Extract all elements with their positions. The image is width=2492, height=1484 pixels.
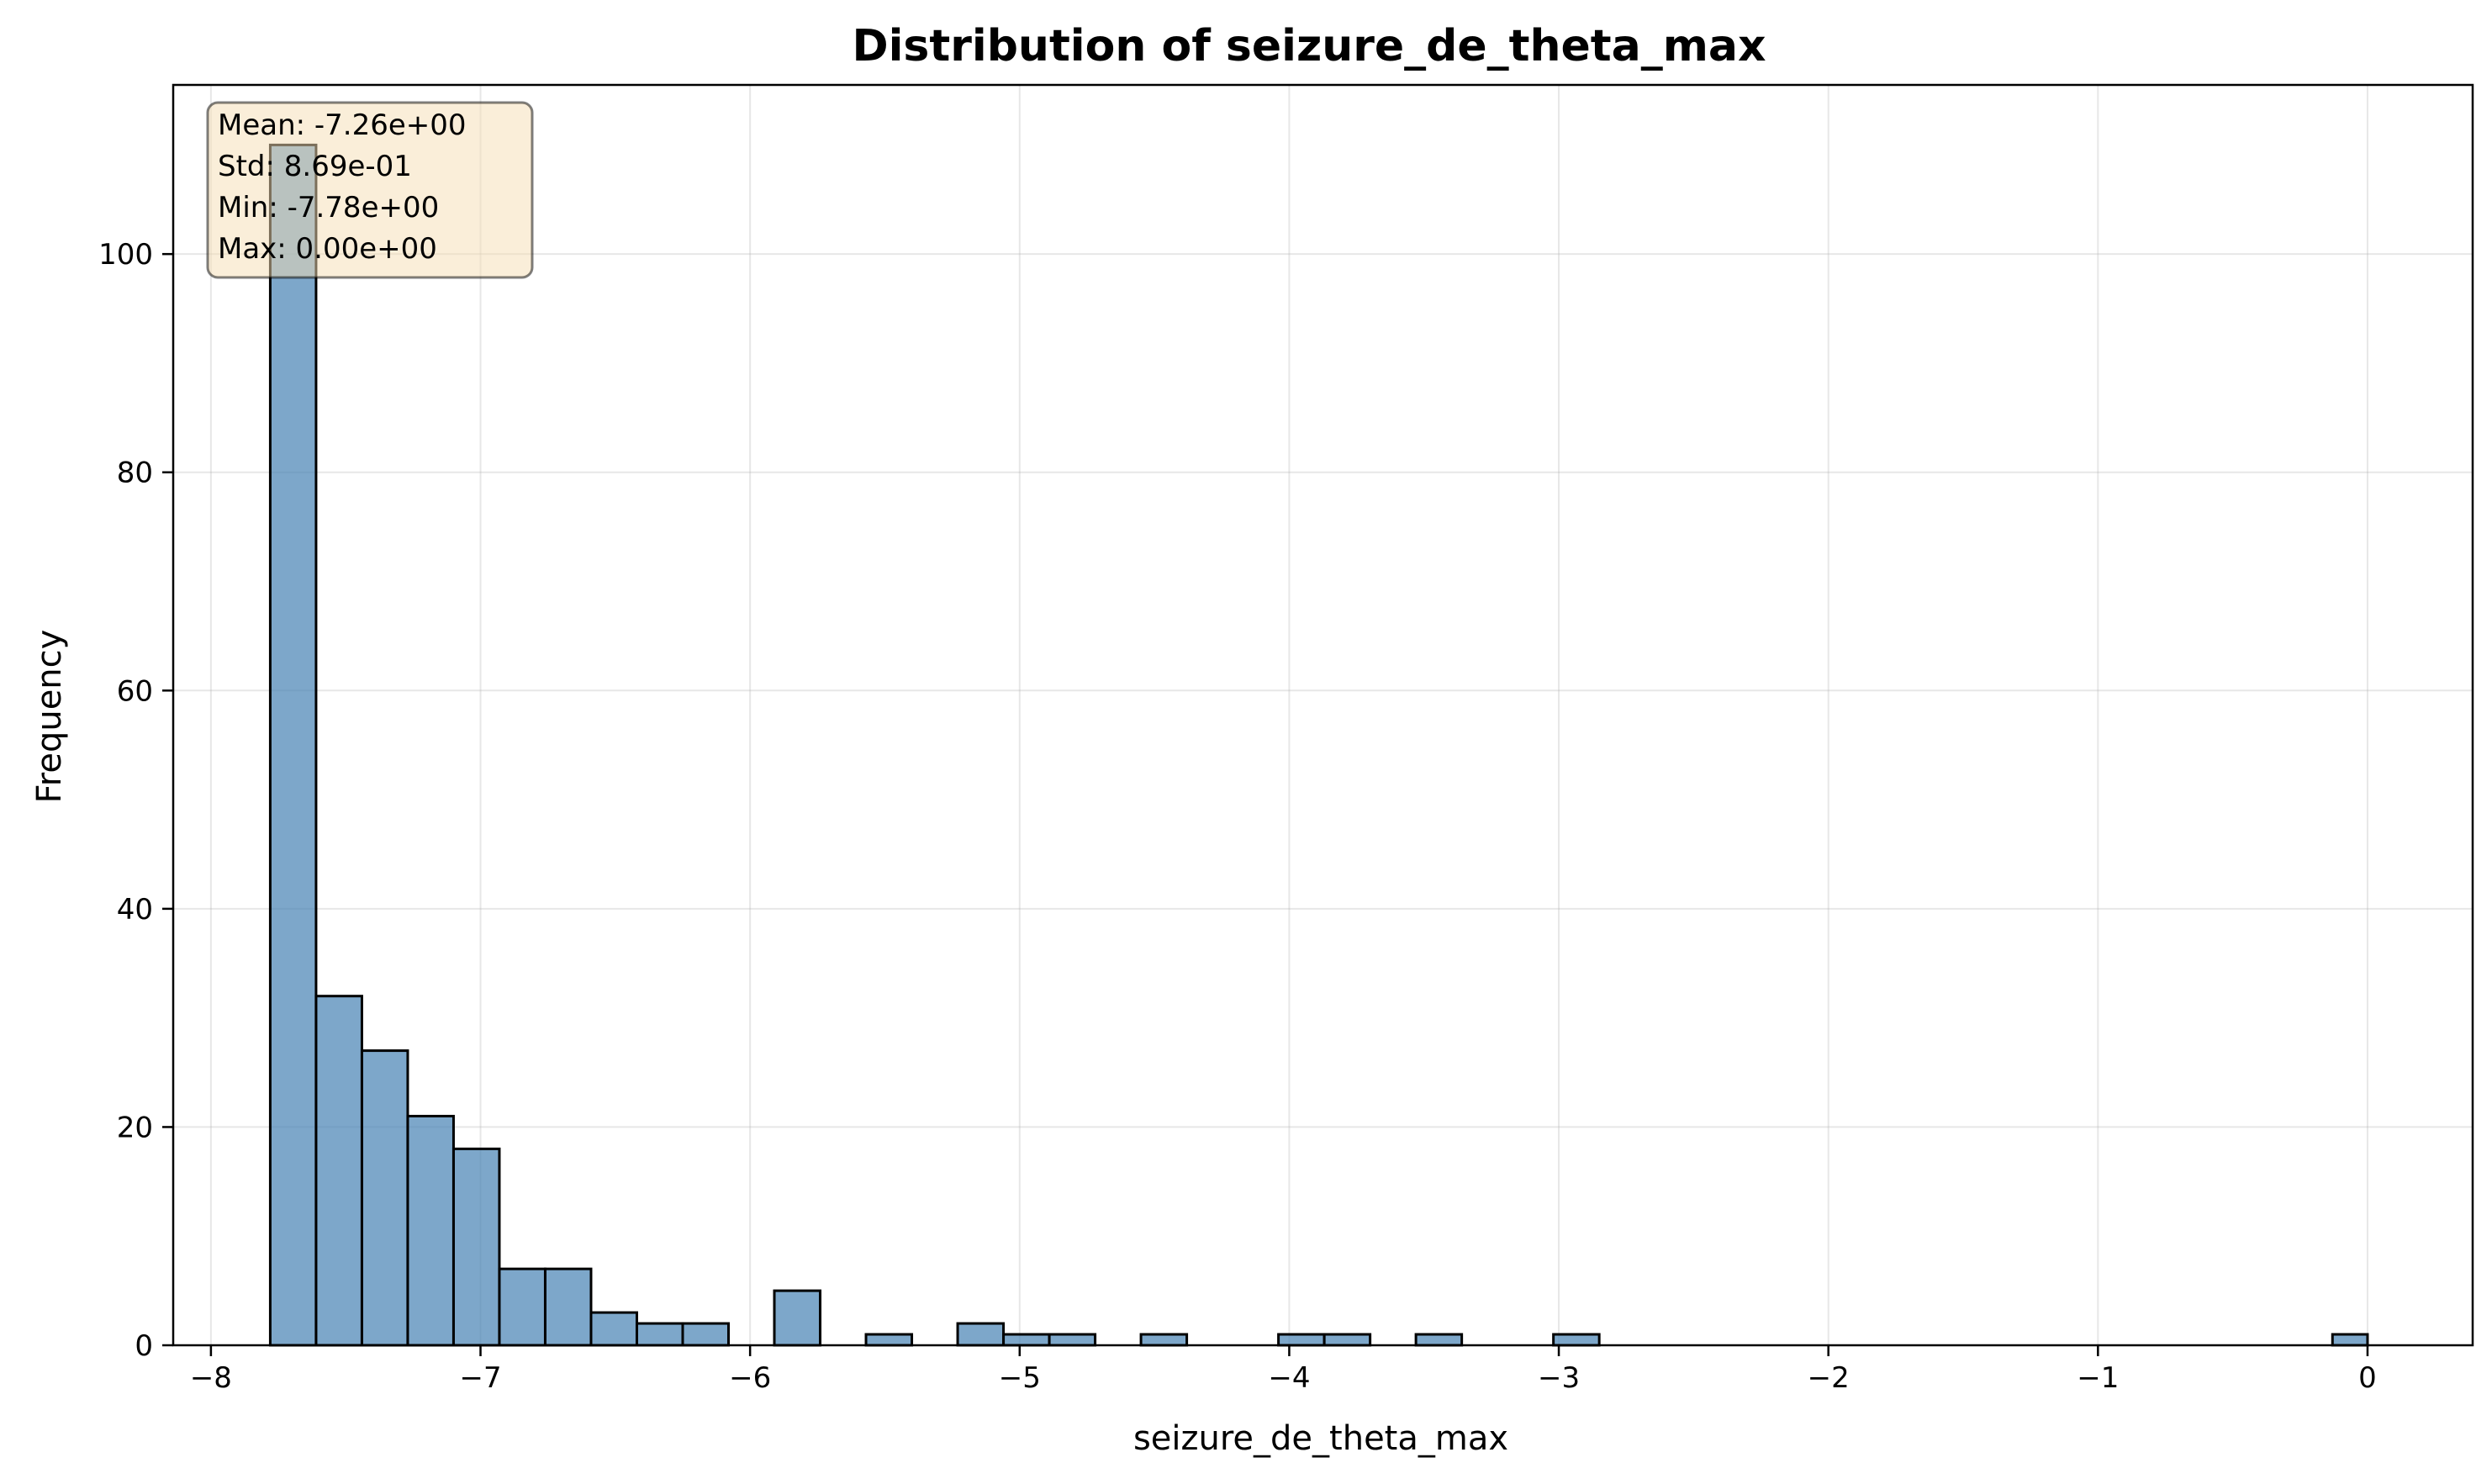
histogram-bar [1323,1333,1372,1347]
x-tick-label: −1 [2077,1361,2119,1395]
stats-box: Mean: -7.26e+00 Std: 8.69e-01 Min: -7.78… [206,101,534,279]
histogram-bar [1048,1333,1097,1347]
x-axis-label: seizure_de_theta_max [1133,1419,1508,1458]
y-tick-label: 40 [117,893,153,927]
histogram-bar [498,1267,546,1347]
histogram-bar [864,1333,914,1347]
stats-box-background [206,101,534,279]
x-tick-label: 0 [2358,1361,2377,1395]
histogram-bar [314,995,363,1347]
histogram-bar [406,1114,455,1347]
histogram-bar [1552,1333,1601,1347]
x-tick-label: −8 [190,1361,232,1395]
histogram-bar [1002,1333,1051,1347]
y-tick-label: 100 [98,238,153,272]
plot-frame [172,83,2474,1347]
stats-min: Min: -7.78e+00 [218,191,439,224]
histogram-bar [635,1322,684,1347]
histogram-bar [1277,1333,1326,1347]
histogram-bar [1414,1333,1464,1347]
histogram-bar [268,143,318,1347]
chart-title: Distribution of seizure_de_theta_max [852,21,1766,71]
x-tick-label: −5 [999,1361,1041,1395]
histogram-bar [589,1311,638,1347]
y-tick-label: 0 [135,1329,153,1363]
x-tick-label: −2 [1808,1361,1850,1395]
histogram-bar [1139,1333,1189,1347]
histogram-bar [956,1322,1006,1347]
stats-mean: Mean: -7.26e+00 [218,108,467,142]
stats-std: Std: 8.69e-01 [218,150,412,183]
y-tick-label: 80 [117,457,153,490]
histogram-bars [268,143,2369,1347]
y-tick-label: 60 [117,674,153,708]
stats-max: Max: 0.00e+00 [218,232,437,266]
y-tick-label: 20 [117,1111,153,1144]
x-tick-label: −6 [729,1361,771,1395]
y-axis-label: Frequency [30,630,69,804]
histogram-bar [543,1267,593,1347]
axis-ticks: −8 −7 −6 −5 −4 −3 −2 −1 0 0 20 40 60 80 100 [98,238,2377,1395]
x-tick-label: −7 [459,1361,501,1395]
histogram-bar [681,1322,731,1347]
x-tick-label: −4 [1268,1361,1310,1395]
histogram-bar [773,1289,822,1347]
histogram-bar [451,1147,501,1347]
histogram-bar [2331,1333,2369,1347]
histogram-bar [360,1049,409,1347]
x-tick-label: −3 [1538,1361,1580,1395]
